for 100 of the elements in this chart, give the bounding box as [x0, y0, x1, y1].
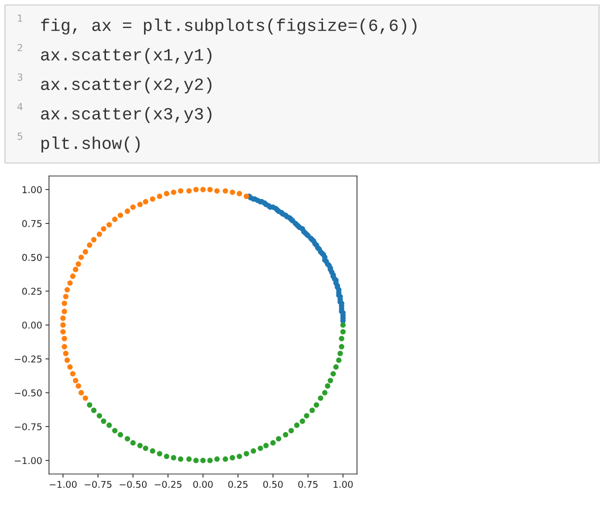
point — [214, 188, 220, 194]
point — [330, 371, 336, 376]
point — [96, 232, 102, 237]
point — [62, 336, 68, 342]
point — [118, 212, 124, 218]
point — [156, 194, 162, 200]
point — [150, 448, 156, 454]
point — [164, 454, 170, 460]
point — [222, 188, 228, 194]
point — [96, 413, 102, 418]
point — [62, 308, 68, 314]
point — [63, 294, 68, 300]
point — [336, 358, 342, 363]
point — [193, 458, 199, 464]
point — [236, 190, 242, 196]
point — [78, 390, 84, 396]
point — [300, 418, 306, 424]
point — [62, 300, 68, 306]
text: plt.show() — [41, 136, 140, 152]
point — [338, 350, 343, 356]
x-tick-label: −0.50 — [120, 480, 147, 488]
point — [142, 446, 148, 451]
point — [106, 222, 112, 228]
point — [142, 199, 148, 204]
point — [130, 440, 136, 446]
point — [62, 344, 68, 350]
point — [164, 190, 170, 196]
y-tick-label: 0.00 — [22, 322, 42, 329]
point — [338, 336, 344, 342]
x-tick-label: −1.00 — [50, 480, 77, 488]
point — [137, 202, 143, 208]
point — [318, 395, 324, 401]
text: 2 — [18, 44, 22, 52]
x-tick-label: 0.75 — [298, 480, 318, 488]
point — [258, 446, 264, 451]
point — [150, 196, 156, 202]
y-tick-label: 0.75 — [22, 220, 42, 228]
point — [186, 456, 192, 462]
point — [82, 249, 88, 255]
point — [310, 408, 315, 414]
point — [340, 329, 346, 334]
point — [112, 216, 118, 222]
point — [322, 390, 328, 396]
point — [328, 378, 334, 384]
text: ax.scatter(x2,y2) — [41, 78, 212, 94]
point — [276, 436, 282, 442]
point — [324, 383, 330, 389]
text: 5 — [18, 132, 22, 140]
point — [304, 413, 310, 418]
point — [124, 436, 130, 442]
point — [200, 186, 206, 192]
y-tick-label: −0.25 — [14, 355, 42, 363]
point — [82, 395, 88, 401]
point — [60, 329, 66, 334]
point — [193, 186, 199, 192]
point — [100, 418, 106, 424]
point — [250, 448, 256, 454]
text: ax.scatter(x3,y3) — [41, 107, 212, 123]
point — [78, 254, 84, 260]
point — [207, 458, 213, 464]
y-tick-label: 1.00 — [22, 186, 42, 194]
point — [67, 364, 73, 370]
point — [124, 208, 130, 214]
point — [200, 458, 206, 464]
x-tick-label: 0.00 — [193, 480, 213, 488]
y-tick-label: 0.50 — [22, 254, 42, 261]
y-tick-label: −0.75 — [14, 423, 42, 430]
x-tick-label: 0.50 — [263, 480, 283, 488]
point — [63, 350, 68, 356]
point — [100, 226, 106, 232]
point — [244, 194, 250, 200]
point — [270, 440, 276, 446]
point — [70, 274, 76, 279]
point — [263, 442, 269, 448]
point — [60, 322, 66, 328]
point — [72, 378, 78, 384]
point — [86, 242, 92, 248]
point — [170, 190, 176, 195]
y-tick-label: −1.00 — [14, 457, 42, 464]
point — [244, 450, 250, 456]
x-tick-label: 1.00 — [334, 480, 353, 488]
text: 4 — [17, 103, 23, 110]
point — [230, 455, 236, 460]
point — [314, 402, 320, 408]
point — [70, 371, 76, 376]
point — [91, 408, 96, 414]
text: 1 — [18, 14, 22, 22]
point — [222, 456, 228, 462]
point — [338, 344, 344, 350]
point — [106, 422, 112, 428]
point — [207, 186, 213, 192]
text: 3 — [18, 73, 22, 81]
point — [64, 358, 70, 363]
point — [340, 322, 346, 328]
point — [64, 287, 70, 292]
point — [333, 364, 339, 370]
point — [72, 266, 78, 272]
point — [112, 428, 118, 434]
x-tick-label: −0.25 — [154, 480, 182, 488]
point — [288, 428, 294, 434]
